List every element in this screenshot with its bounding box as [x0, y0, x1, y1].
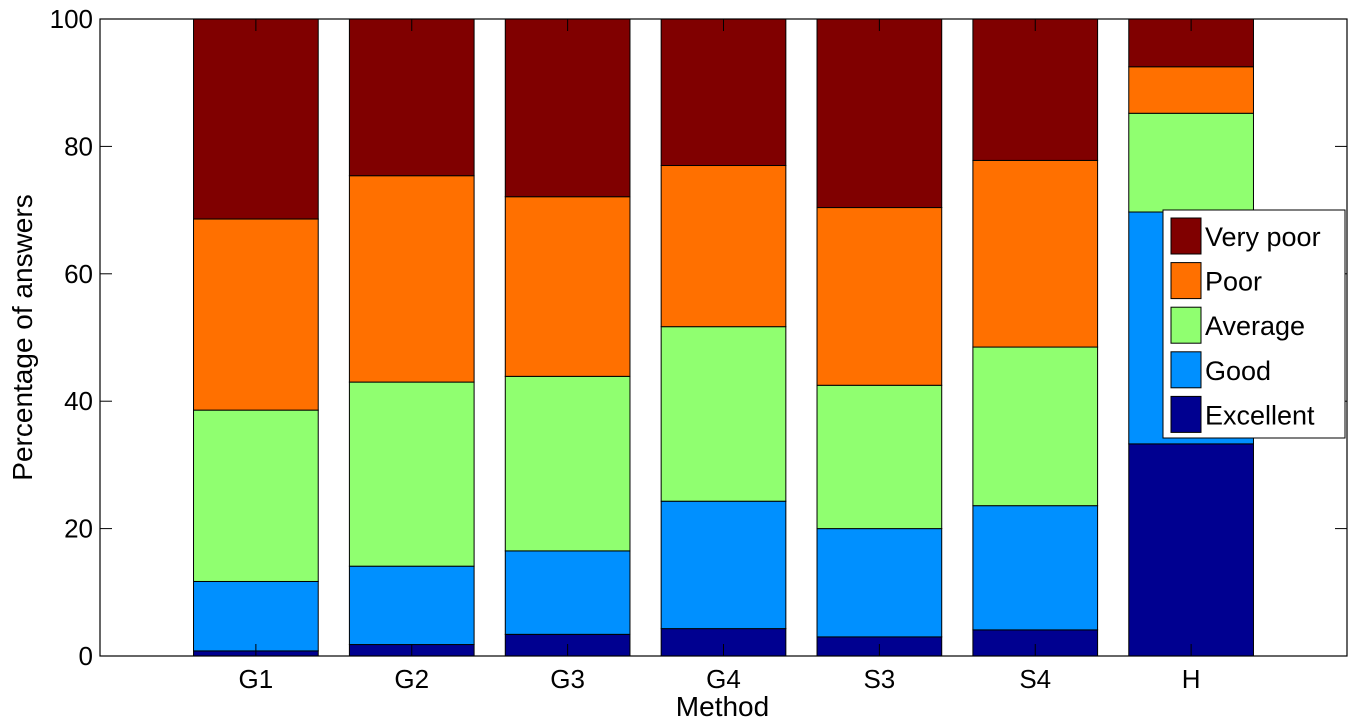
x-tick-label: H: [1182, 664, 1201, 694]
bar-segment-s4-good: [972, 505, 1099, 631]
y-tick-label: 80: [64, 131, 93, 161]
y-axis: 0 20 40 60 80 100: [50, 4, 1347, 671]
bar-segment-g2-average: [348, 381, 475, 567]
bar-segment-g2-good: [348, 565, 475, 646]
legend-label-excellent: Excellent: [1205, 400, 1315, 430]
bar-segment-g1-good: [193, 580, 319, 652]
bar-segment-s3-good: [816, 528, 943, 638]
bar-segment-g3-poor: [504, 196, 631, 377]
y-tick-label: 60: [64, 259, 93, 289]
legend-swatch-very-poor: [1170, 217, 1202, 255]
legend-swatch-poor: [1170, 262, 1202, 300]
bar-segment-g4-average: [660, 326, 787, 502]
legend-label-average: Average: [1205, 311, 1305, 341]
legend-label-very-poor: Very poor: [1205, 222, 1321, 252]
y-tick-label: 0: [79, 641, 93, 671]
bar-segment-h-excellent: [1128, 443, 1254, 657]
x-axis-label: Method: [676, 691, 769, 722]
bars-layer: [193, 18, 1254, 657]
bar-segment-h-poor: [1128, 66, 1254, 114]
bar-segment-s4-average: [972, 346, 1099, 507]
x-tick-label: S4: [1019, 664, 1051, 694]
bar-segment-g4-good: [660, 500, 787, 630]
y-tick-label: 100: [50, 4, 93, 34]
bar-segment-s3-average: [816, 384, 943, 530]
x-axis: G1 G2 G3 G4 S3 S4 H: [239, 19, 1201, 694]
bar-segment-s4-poor: [972, 159, 1099, 348]
bar-segment-g3-average: [504, 375, 631, 552]
bar-segment-h-average: [1128, 112, 1254, 213]
bar-segment-s3-poor: [816, 207, 943, 386]
bar-segment-s4-very-poor: [972, 18, 1099, 161]
bar-segment-g2-poor: [348, 175, 475, 383]
legend-swatch-good: [1170, 351, 1202, 389]
x-tick-label: G2: [394, 664, 429, 694]
legend-label-good: Good: [1205, 356, 1271, 386]
y-tick-label: 20: [64, 514, 93, 544]
bar-segment-g4-very-poor: [660, 18, 787, 167]
x-tick-label: G4: [706, 664, 741, 694]
legend: Very poor Poor Average Good Excellent: [1162, 209, 1346, 439]
x-tick-label: G1: [239, 664, 274, 694]
y-axis-label: Percentage of answers: [7, 194, 38, 480]
bar-segment-g4-poor: [660, 165, 787, 328]
x-tick-label: G3: [550, 664, 585, 694]
y-tick-label: 40: [64, 386, 93, 416]
legend-swatch-average: [1170, 306, 1202, 344]
bar-segment-g1-poor: [193, 218, 319, 411]
bar-segment-g2-very-poor: [348, 18, 475, 177]
bar-segment-g3-very-poor: [504, 18, 631, 198]
legend-label-poor: Poor: [1205, 267, 1262, 297]
x-tick-label: S3: [863, 664, 895, 694]
bar-segment-g1-average: [193, 409, 319, 582]
bar-segment-g3-good: [504, 550, 631, 635]
bar-segment-g1-very-poor: [193, 18, 319, 220]
legend-swatch-excellent: [1170, 395, 1202, 433]
bar-segment-s3-very-poor: [816, 18, 943, 209]
